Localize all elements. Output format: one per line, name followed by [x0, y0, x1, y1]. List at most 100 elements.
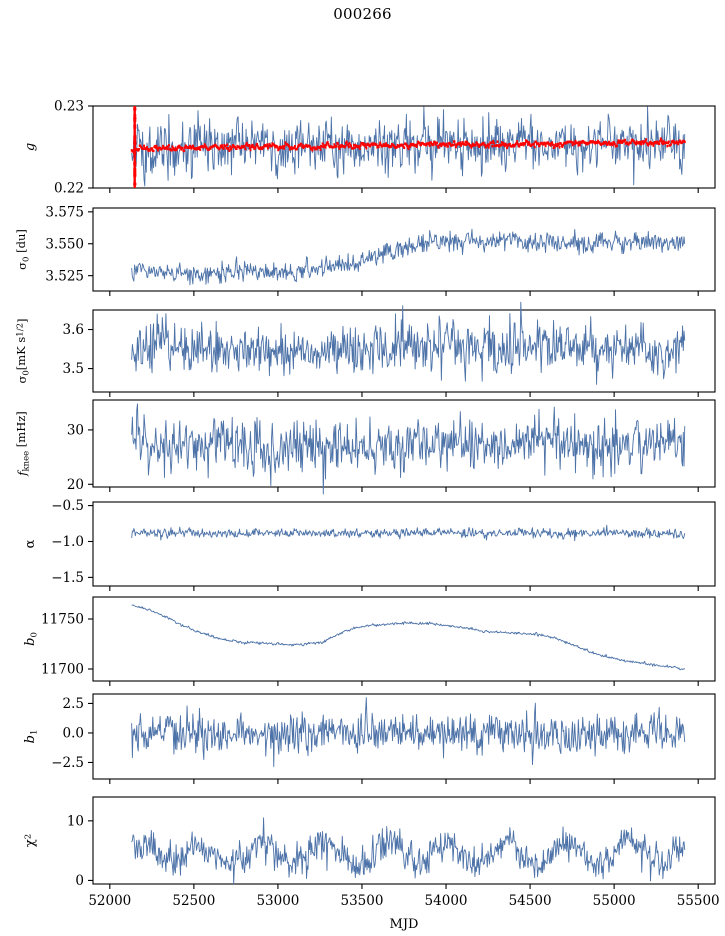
data-marker — [640, 142, 643, 146]
data-marker — [437, 146, 440, 149]
data-marker — [175, 147, 178, 151]
data-marker — [320, 145, 323, 148]
data-marker — [250, 145, 253, 149]
y-tick-label: 3.575 — [45, 204, 84, 220]
x-tick-label: 54500 — [509, 893, 552, 909]
data-marker — [447, 144, 449, 148]
data-marker — [533, 142, 535, 146]
data-marker — [679, 140, 682, 143]
panel-f-knee: 20 30 fknee [mHz] — [14, 399, 716, 495]
x-tick-label: 52500 — [172, 893, 215, 909]
data-marker — [333, 143, 336, 146]
x-axis-label: MJD — [390, 917, 419, 932]
data-marker — [375, 143, 378, 146]
data-marker — [500, 141, 503, 144]
data-marker — [336, 142, 339, 146]
data-marker — [428, 144, 431, 147]
data-marker — [384, 144, 387, 148]
data-marker — [344, 142, 347, 145]
data-marker — [445, 142, 448, 146]
data-marker — [644, 140, 647, 143]
data-marker — [248, 146, 251, 149]
data-marker — [618, 141, 621, 144]
data-marker — [235, 147, 238, 151]
data-marker — [371, 143, 374, 147]
data-marker — [503, 144, 506, 148]
data-marker — [458, 142, 461, 146]
data-marker — [377, 145, 380, 149]
data-marker — [282, 145, 285, 148]
data-marker — [505, 143, 508, 147]
data-marker — [672, 140, 675, 143]
data-marker — [171, 145, 174, 148]
data-marker — [174, 147, 177, 150]
data-marker — [611, 143, 614, 147]
data-marker — [669, 143, 672, 146]
data-marker — [224, 144, 227, 148]
y-axis-label-chi2: χ2 — [23, 834, 38, 847]
data-marker — [156, 149, 159, 152]
data-marker — [154, 146, 157, 149]
data-marker — [324, 146, 327, 149]
data-marker — [245, 141, 248, 145]
data-marker — [516, 140, 519, 143]
data-marker — [321, 142, 324, 145]
data-marker — [578, 141, 581, 144]
data-marker — [315, 147, 318, 151]
data-marker — [133, 114, 137, 117]
data-marker — [166, 147, 169, 151]
data-marker — [337, 145, 340, 149]
data-marker — [133, 136, 137, 140]
data-marker — [662, 140, 665, 143]
data-marker — [382, 144, 385, 147]
series-g-smoothed — [130, 106, 686, 188]
data-marker — [133, 151, 137, 155]
data-marker — [133, 116, 137, 120]
data-marker — [155, 144, 158, 148]
data-marker — [621, 141, 624, 144]
data-marker — [133, 148, 137, 151]
data-marker — [364, 145, 367, 148]
data-marker — [352, 147, 355, 150]
data-marker — [407, 147, 410, 151]
y-axis-label-f-knee: fknee [mHz] — [14, 411, 31, 477]
data-marker — [254, 145, 257, 149]
data-marker — [667, 140, 670, 143]
data-marker — [338, 147, 341, 150]
data-marker — [138, 147, 140, 151]
data-marker — [401, 143, 404, 147]
data-marker — [538, 144, 541, 147]
data-marker — [197, 147, 200, 151]
data-marker — [154, 144, 156, 148]
data-marker — [576, 141, 579, 145]
y-axis-label-b0: b0 — [23, 632, 39, 646]
series-alpha — [131, 524, 686, 541]
data-marker — [661, 142, 664, 146]
data-marker — [596, 141, 599, 145]
data-marker — [432, 143, 435, 146]
data-marker — [469, 144, 472, 147]
data-marker — [369, 143, 372, 147]
data-marker — [470, 146, 473, 149]
data-marker — [651, 142, 654, 145]
data-marker — [296, 145, 299, 149]
y-tick-label: 0.0 — [63, 726, 84, 742]
data-marker — [309, 145, 312, 149]
data-marker — [183, 149, 186, 152]
data-marker — [502, 141, 505, 145]
data-marker — [359, 144, 362, 147]
data-marker — [609, 143, 612, 146]
data-marker — [319, 148, 322, 151]
data-marker — [544, 144, 547, 148]
data-marker — [487, 143, 489, 146]
y-axis-label-sigma0-du: σ0 [du] — [14, 229, 31, 270]
series-fknee — [131, 403, 686, 495]
data-marker — [273, 144, 276, 147]
data-marker — [677, 142, 680, 146]
x-tick-label: 53000 — [256, 893, 299, 909]
y-tick-label: 10 — [67, 813, 84, 829]
data-marker — [660, 139, 663, 142]
data-marker — [659, 137, 662, 140]
data-marker — [624, 138, 626, 142]
data-marker — [553, 146, 556, 149]
